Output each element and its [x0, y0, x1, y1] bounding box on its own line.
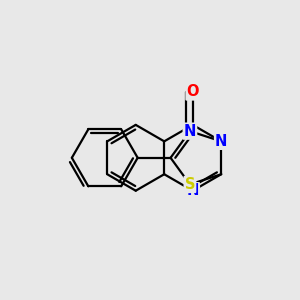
Text: N: N: [184, 124, 196, 139]
Text: N: N: [187, 183, 199, 198]
Text: S: S: [185, 177, 195, 192]
Text: N: N: [215, 134, 227, 149]
Text: O: O: [187, 85, 199, 100]
